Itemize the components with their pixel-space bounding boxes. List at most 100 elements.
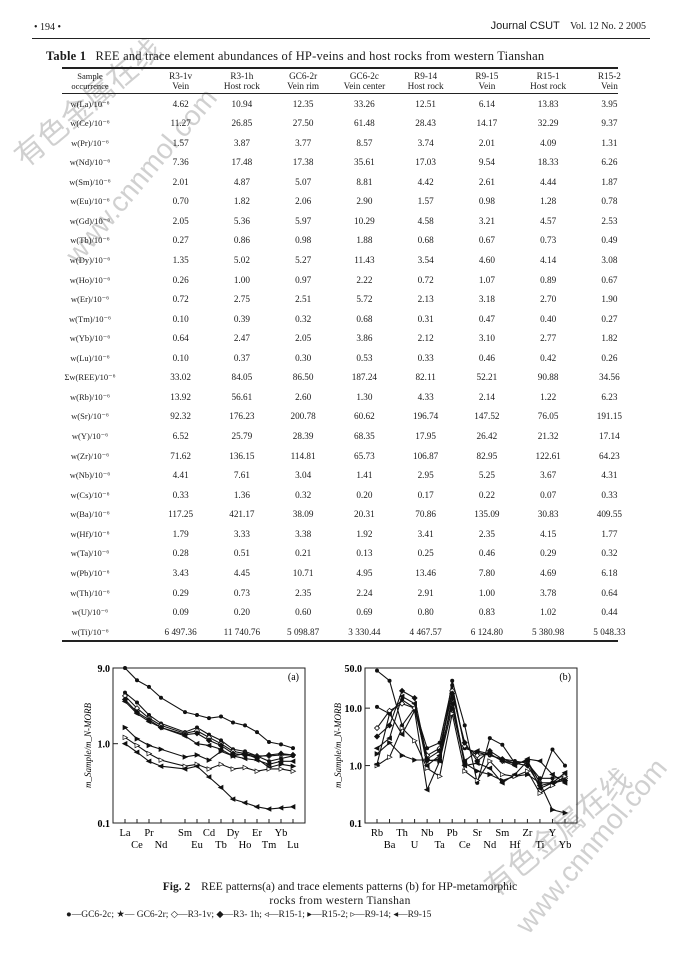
data-point — [217, 784, 224, 791]
cell-value: 0.86 — [233, 235, 250, 246]
cell-value: 6.52 — [172, 431, 189, 442]
cell-value: 0.09 — [172, 607, 189, 618]
cell-value: 0.26 — [601, 352, 618, 363]
table-row: w(Ba)/10⁻⁶ 117.25 421.17 38.09 20.31 70.86 135… — [30, 505, 640, 525]
row-label: w(Gd)/10⁻⁶ — [69, 215, 111, 226]
data-point — [398, 731, 405, 738]
cell-value: 5 098.87 — [287, 626, 320, 637]
series-line — [124, 692, 294, 762]
figure-label: Fig. 2 — [162, 881, 191, 893]
cell-value: 1.31 — [601, 137, 618, 148]
cell-value: 13.46 — [415, 567, 436, 578]
cell-value: 2.24 — [356, 587, 373, 598]
cell-value: 4.42 — [417, 176, 434, 187]
cell-value: 14.17 — [476, 118, 498, 129]
x-tick-label: Nd — [483, 840, 497, 851]
x-tick-label: Rb — [371, 828, 383, 839]
cell-value: 0.33 — [172, 489, 189, 500]
data-point — [450, 683, 455, 688]
cell-value: 0.29 — [172, 587, 189, 598]
row-label: w(Er)/10⁻⁶ — [70, 294, 110, 305]
data-point — [462, 723, 467, 728]
data-point — [121, 698, 128, 705]
running-header: Journal CSUT Vol. 12 No. 2 2005 — [491, 20, 646, 33]
cell-value: 0.68 — [417, 235, 434, 246]
data-point — [373, 745, 380, 752]
data-point — [241, 755, 248, 762]
row-label: w(Ti)/10⁻⁶ — [71, 626, 109, 637]
cell-value: 17.48 — [231, 157, 253, 168]
data-point — [563, 763, 567, 768]
cell-value: 8.81 — [356, 176, 373, 187]
cell-value: 3.54 — [417, 254, 434, 265]
cell-value: 5 380.98 — [532, 626, 565, 637]
cell-value: 4.87 — [233, 176, 250, 187]
data-point — [449, 690, 456, 697]
column-header-r15-2: R15-2 Vein — [579, 71, 640, 91]
cell-value: 4.45 — [233, 567, 250, 578]
cell-value: 1.35 — [172, 254, 189, 265]
data-point — [206, 757, 213, 763]
cell-value: 11.43 — [354, 254, 375, 265]
data-point — [373, 761, 380, 768]
data-point — [157, 724, 164, 731]
table-row: w(Zr)/10⁻⁶ 71.62 136.15 114.81 65.73 106.87 82… — [30, 446, 640, 466]
row-label: w(Cs)/10⁻⁶ — [70, 489, 110, 500]
row-label: w(U)/10⁻⁶ — [71, 607, 109, 618]
data-point — [158, 757, 165, 763]
y-tick-label: 0.1 — [98, 819, 111, 830]
panel-label: (b) — [559, 672, 571, 683]
cell-value: 2.60 — [295, 391, 312, 402]
cell-value: 20.31 — [354, 509, 375, 520]
data-point — [289, 804, 296, 810]
cell-value: 0.89 — [540, 274, 557, 285]
cell-value: 0.37 — [233, 352, 250, 363]
data-point — [181, 733, 188, 739]
cell-value: 0.69 — [356, 607, 373, 618]
row-label: w(Pr)/10⁻⁶ — [71, 137, 109, 148]
x-tick-label: Yb — [559, 840, 572, 851]
table-row: w(Ce)/10⁻⁶ 11.27 26.85 27.50 61.48 28.43 14.17… — [30, 114, 640, 134]
cell-value: 1.00 — [233, 274, 250, 285]
cell-value: 4.41 — [172, 470, 189, 481]
data-point — [549, 771, 555, 778]
cell-value: 5.02 — [233, 254, 250, 265]
data-point — [278, 761, 285, 768]
data-point — [399, 725, 406, 731]
table-row: w(Ho)/10⁻⁶ 0.26 1.00 0.97 2.22 0.72 1.07 0.89 0.… — [30, 270, 640, 290]
cell-value: 0.29 — [540, 548, 557, 559]
data-point — [436, 758, 443, 764]
cell-value: 0.40 — [540, 313, 557, 324]
data-point — [450, 678, 455, 683]
figure-legend: ●—GC6-2c; ★— GC6-2r; ◇—R3-1v; ◆—R3- 1h; … — [66, 910, 432, 920]
x-tick-label: Ce — [459, 840, 471, 851]
x-tick-label: Lu — [287, 840, 299, 851]
table-row: w(Y)/10⁻⁶ 6.52 25.79 28.39 68.35 17.95 26.42 21… — [30, 427, 640, 447]
cell-value: 61.48 — [354, 118, 375, 129]
cell-value: 2.51 — [295, 294, 312, 305]
row-label: w(Tm)/10⁻⁶ — [69, 313, 111, 324]
row-label: w(Yb)/10⁻⁶ — [69, 333, 111, 344]
cell-value: 0.44 — [601, 607, 618, 618]
data-point — [277, 805, 284, 811]
y-tick-label: 0.1 — [350, 819, 363, 830]
cell-value: 9.54 — [478, 157, 495, 168]
cell-value: 3.43 — [172, 567, 189, 578]
cell-value: 6.23 — [601, 391, 618, 402]
table-row: w(Lu)/10⁻⁶ 0.10 0.37 0.30 0.53 0.33 0.46 0.42 0.… — [30, 348, 640, 368]
data-point — [525, 771, 531, 778]
cell-value: 28.43 — [415, 118, 436, 129]
data-point — [277, 758, 284, 765]
cell-value: 0.83 — [478, 607, 495, 618]
data-point — [387, 739, 393, 746]
cell-value: 17.95 — [415, 431, 436, 442]
data-point — [135, 678, 139, 683]
data-point — [242, 750, 249, 757]
data-point — [278, 766, 285, 772]
chart-panel-b: 0.1 1.0 10.0 50.0 m_Sample/m_N-MORB (b) RbBaTh… — [333, 664, 578, 851]
data-point — [146, 742, 153, 749]
cell-value: 70.86 — [415, 509, 436, 520]
cell-value: 13.83 — [537, 98, 559, 109]
cell-value: 2.22 — [356, 274, 373, 285]
row-label: w(Y)/10⁻⁶ — [71, 431, 109, 442]
